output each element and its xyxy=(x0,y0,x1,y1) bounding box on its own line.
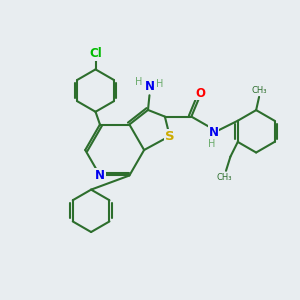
Text: N: N xyxy=(145,80,154,93)
Text: H: H xyxy=(139,80,145,89)
Text: H: H xyxy=(135,77,142,87)
Text: N: N xyxy=(144,80,154,93)
Text: CH₃: CH₃ xyxy=(217,173,232,182)
Text: H: H xyxy=(152,79,158,88)
Text: H: H xyxy=(156,79,164,89)
Text: CH₃: CH₃ xyxy=(252,86,267,95)
Text: O: O xyxy=(195,86,205,100)
Text: Cl: Cl xyxy=(89,47,102,60)
Text: N: N xyxy=(208,126,218,139)
Text: H: H xyxy=(208,139,216,149)
Text: N: N xyxy=(95,169,105,182)
Text: S: S xyxy=(165,130,175,142)
